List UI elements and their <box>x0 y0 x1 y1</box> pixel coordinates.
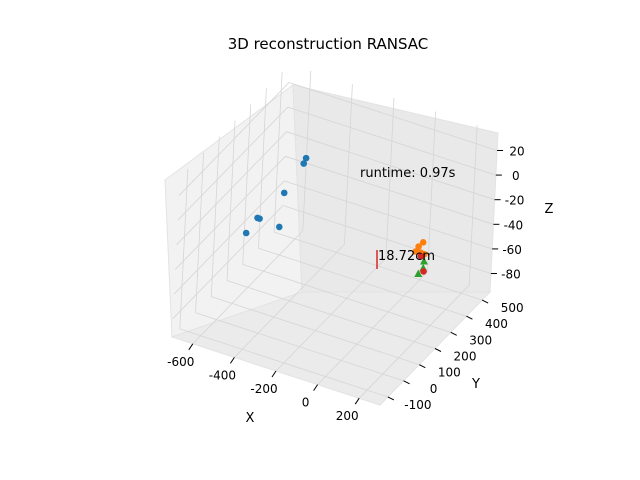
y-tick <box>466 315 473 320</box>
y-grid-line <box>274 231 483 301</box>
data-points <box>242 154 429 277</box>
x-grid-line <box>385 97 395 259</box>
x-grid-line <box>427 111 436 272</box>
y-tick-label: -100 <box>404 398 431 412</box>
z-grid-line <box>176 131 287 245</box>
z-axis-label: Z <box>545 202 554 217</box>
y-tick-label: 0 <box>430 382 438 396</box>
y-grid-line <box>273 72 283 233</box>
y-axis-label: Y <box>471 377 480 392</box>
data-point <box>417 252 425 260</box>
data-point <box>302 154 310 162</box>
y-tick-label: 300 <box>469 333 492 347</box>
z-grid-line <box>172 205 284 319</box>
x-tick <box>229 357 235 364</box>
y-tick-label: 500 <box>501 301 524 315</box>
y-grid-line <box>242 263 451 333</box>
data-point <box>242 229 250 237</box>
z-grid-line <box>178 82 290 196</box>
y-tick <box>419 364 426 369</box>
y-grid-line <box>211 296 420 366</box>
x-tick <box>188 343 194 351</box>
y-grid-line <box>226 280 436 349</box>
z-tick-label: 0 <box>512 169 520 183</box>
y-tick <box>481 299 489 304</box>
x-tick-label: 0 <box>302 396 310 410</box>
x-tick <box>354 397 360 405</box>
floor-pane <box>170 291 492 406</box>
data-point <box>415 243 422 250</box>
x-grid-line <box>344 84 353 245</box>
data-point <box>256 215 263 222</box>
distance-annotation: 18.72cm <box>378 249 435 264</box>
x-tick-label: -400 <box>209 368 236 382</box>
z-grid-line <box>286 131 495 201</box>
data-point <box>276 223 283 231</box>
grid-lines <box>172 70 498 399</box>
data-point <box>414 269 423 277</box>
z-tick-label: 20 <box>509 144 524 158</box>
x-tick-label: -200 <box>250 382 277 396</box>
tick-labels: -600-400-2000200-1000100200300400500200-… <box>167 144 525 423</box>
data-point <box>420 268 427 275</box>
z-grid-line <box>173 180 285 295</box>
x-tick <box>313 384 319 391</box>
y-grid-line <box>226 120 236 281</box>
z-grid-line <box>282 205 492 274</box>
x-grid-line <box>468 125 478 286</box>
y-grid-line <box>195 152 204 313</box>
y-tick-label: 400 <box>485 317 508 331</box>
z-grid-line <box>287 106 496 176</box>
z-grid-line <box>285 155 494 225</box>
data-point <box>420 257 429 265</box>
y-tick-label: 200 <box>454 350 477 364</box>
axis-ticks <box>188 149 504 405</box>
y-tick <box>450 331 457 336</box>
x-grid-line <box>302 70 312 231</box>
z-tick-label: -80 <box>501 268 521 282</box>
y-grid-line <box>179 328 388 398</box>
runtime-annotation: runtime: 0.97s <box>360 166 456 181</box>
y-tick <box>403 380 410 385</box>
z-grid-line <box>284 180 493 250</box>
data-point <box>300 160 308 167</box>
x-axis-label: X <box>246 411 255 426</box>
x-tick-label: -600 <box>167 355 194 369</box>
y-grid-line <box>258 247 467 317</box>
x-tick <box>271 370 277 378</box>
y-grid-line <box>210 136 220 297</box>
data-point <box>419 239 427 246</box>
data-point <box>280 189 288 197</box>
chart-title: 3D reconstruction RANSAC <box>228 35 429 53</box>
y-grid-line <box>195 312 404 382</box>
z-tick-label: -60 <box>502 243 522 257</box>
y-grid-line <box>242 104 252 265</box>
z-grid-line <box>288 82 498 151</box>
z-grid-line <box>175 156 286 270</box>
z-tick-label: -20 <box>505 194 525 208</box>
y-tick <box>387 396 395 401</box>
y-tick <box>434 348 442 352</box>
y-tick-label: 100 <box>438 366 461 380</box>
x-tick-label: 200 <box>336 409 359 423</box>
z-tick-label: -40 <box>504 218 524 232</box>
y-grid-line <box>179 168 189 329</box>
data-point <box>412 248 420 255</box>
z-grid-line <box>177 106 289 221</box>
